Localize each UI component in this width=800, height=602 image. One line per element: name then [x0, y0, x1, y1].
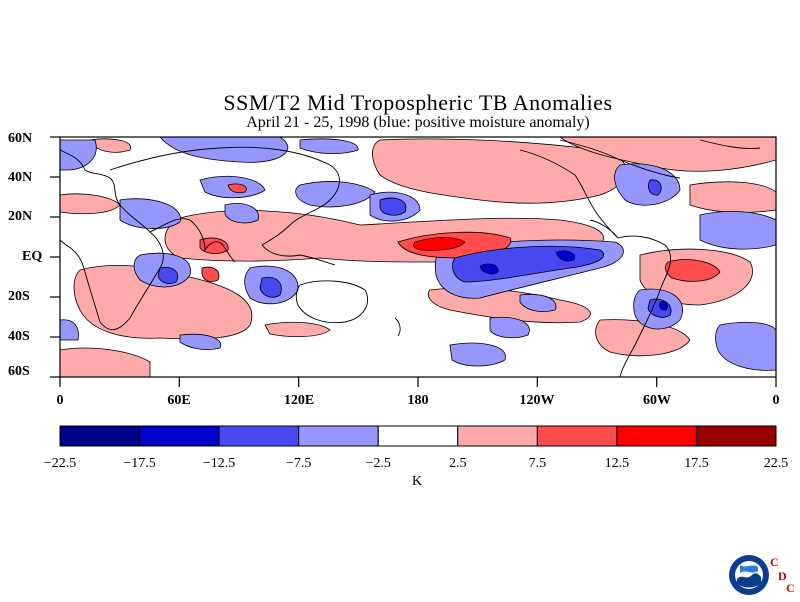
lon-label-60w: 60W	[643, 393, 671, 408]
lon-label-0: 0	[56, 393, 64, 408]
colorbar-swatch	[298, 425, 379, 447]
colorbar-tick-label: 2.5	[449, 456, 467, 471]
map-subtitle: April 21 - 25, 1998 (blue: positive mois…	[246, 114, 590, 131]
lon-label-60e: 60E	[167, 393, 191, 408]
colorbar-swatch	[695, 425, 777, 447]
colorbar-swatch	[536, 425, 618, 447]
colorbar-tick-label: −22.5	[43, 456, 77, 471]
lon-label-120w: 120W	[519, 393, 555, 408]
lat-label-40s: 40S	[8, 329, 30, 344]
noaa-seal-icon	[729, 555, 769, 595]
very-strong-negative-anomaly	[479, 250, 668, 311]
colorbar-tick-label: 12.5	[604, 456, 630, 471]
color-bar	[59, 425, 777, 447]
colorbar-tick-label: −12.5	[202, 456, 236, 471]
colorbar-tick-label: 17.5	[684, 456, 709, 471]
lon-label-120e: 120E	[283, 393, 315, 408]
colorbar-tick-label: −17.5	[123, 456, 156, 471]
colorbar-swatch	[377, 425, 459, 447]
tick-marks	[50, 136, 777, 387]
very-strong-positive-anomaly	[413, 237, 466, 251]
colorbar-tick-label: −7.5	[285, 456, 312, 471]
logo-letter-c1: C	[770, 555, 779, 569]
colorbar-tick-label: 22.5	[763, 456, 789, 471]
lat-label-eq: EQ	[22, 249, 43, 264]
coastlines	[60, 139, 761, 377]
lon-label-0-east: 0	[772, 393, 780, 408]
logo-letter-c2: C	[786, 581, 795, 595]
colorbar-swatch	[59, 425, 141, 447]
colorbar-tick-label: −2.5	[365, 456, 391, 471]
lat-label-60n: 60N	[8, 131, 33, 146]
negative-anomaly-regions	[60, 137, 776, 371]
colorbar-swatch	[139, 425, 220, 447]
colorbar-units: K	[412, 474, 423, 489]
noaa-logo: C D C	[728, 553, 795, 597]
lat-label-20s: 20S	[8, 289, 30, 304]
lat-label-60s: 60S	[8, 364, 30, 379]
logo-letter-d: D	[778, 569, 787, 583]
lon-label-180: 180	[407, 393, 429, 408]
colorbar-swatch	[616, 425, 697, 447]
colorbar-swatch	[457, 425, 538, 447]
map-title: SSM/T2 Mid Tropospheric TB Anomalies	[223, 90, 613, 115]
lat-label-20n: 20N	[8, 209, 33, 224]
colorbar-swatch	[218, 425, 300, 447]
lat-label-40n: 40N	[8, 170, 33, 185]
colorbar-tick-label: 7.5	[528, 456, 547, 471]
